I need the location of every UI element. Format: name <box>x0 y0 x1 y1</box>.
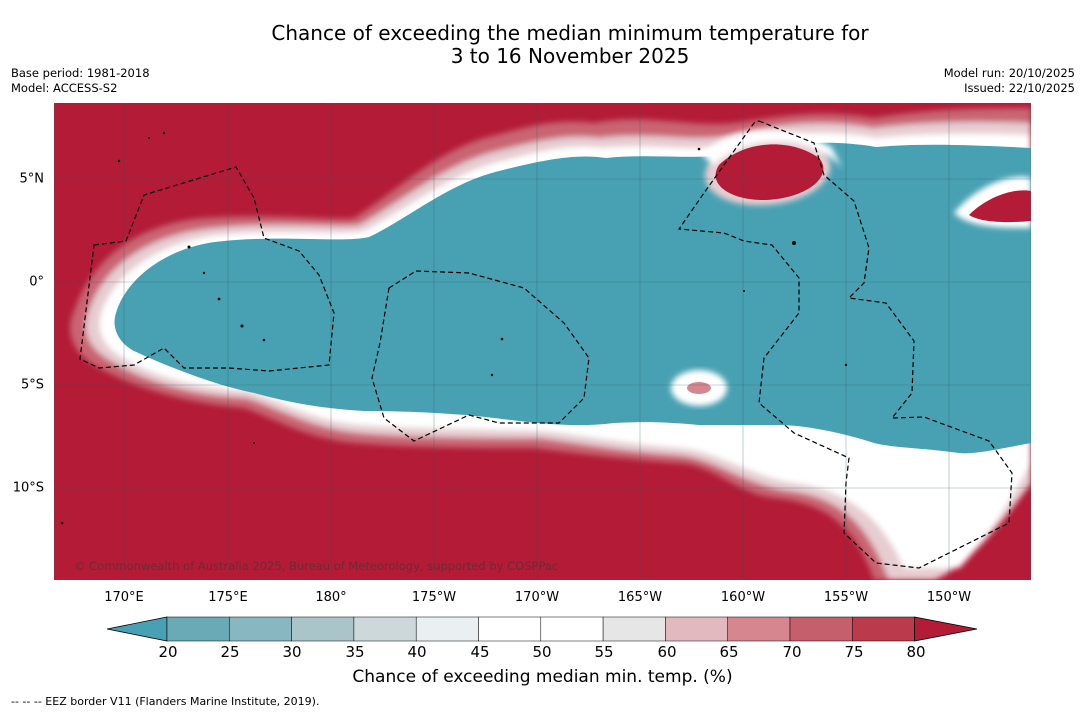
x-tick-160W: 160°W <box>720 590 766 605</box>
eez-borders <box>79 120 1013 569</box>
colorbar-bin-70-75 <box>789 616 853 642</box>
colorbar-bin-25-30 <box>229 616 292 642</box>
model-run-text: Model run: 20/10/2025 <box>943 66 1075 80</box>
colorbar-bin-45-50 <box>478 616 542 642</box>
base-period-text: Base period: 1981-2018 <box>11 66 150 80</box>
x-tick-170E: 170°E <box>104 590 144 605</box>
colorbar-low-extension <box>107 616 168 642</box>
colorbar-high-extension <box>914 616 978 642</box>
chart-title: Chance of exceeding the median minimum t… <box>0 22 1085 68</box>
colorbar-bin-60-65 <box>665 616 728 642</box>
colorbar-bin-75-80 <box>852 616 915 642</box>
cool-anomaly-region <box>114 142 1031 454</box>
warm-blob-north <box>715 144 824 201</box>
colorbar-label-55: 55 <box>594 643 614 661</box>
x-tick-150W: 150°W <box>926 590 972 605</box>
y-tick-5N: 5°N <box>19 171 45 187</box>
colorbar-label-20: 20 <box>158 643 178 661</box>
meta-right: Model run: 20/10/2025 Issued: 22/10/2025 <box>944 66 1075 96</box>
x-tick-165W: 165°W <box>617 590 663 605</box>
colorbar-bin-35-40 <box>353 616 417 642</box>
colorbar-label-65: 65 <box>719 643 739 661</box>
colorbar-label-25: 25 <box>220 643 240 661</box>
x-tick-170W: 170°W <box>514 590 560 605</box>
colorbar-label-75: 75 <box>844 643 864 661</box>
colorbar-bin-30-35 <box>291 616 355 642</box>
colorbar-bin-55-60 <box>602 616 666 642</box>
issued-text: Issued: 22/10/2025 <box>964 81 1075 95</box>
copyright-notice: © Commonwealth of Australia 2025, Bureau… <box>74 559 558 573</box>
colorbar <box>107 616 978 642</box>
warm-spot-core <box>687 382 711 394</box>
colorbar-label-40: 40 <box>407 643 427 661</box>
colorbar-label-60: 60 <box>657 643 677 661</box>
x-tick-175E: 175°E <box>208 590 248 605</box>
colorbar-title: Chance of exceeding median min. temp. (%… <box>352 667 733 687</box>
colorbar-label-35: 35 <box>345 643 365 661</box>
colorbar-bin-50-55 <box>540 616 604 642</box>
colorbar-label-30: 30 <box>282 643 302 661</box>
x-tick-180: 180° <box>315 590 347 605</box>
colorbar-label-45: 45 <box>470 643 490 661</box>
colorbar-label-70: 70 <box>782 643 802 661</box>
graticule <box>54 103 1031 580</box>
x-tick-175W: 175°W <box>411 590 457 605</box>
y-tick-10S: 10°S <box>12 480 44 496</box>
meta-left: Base period: 1981-2018 Model: ACCESS-S2 <box>11 66 150 96</box>
title-line-2: 3 to 16 November 2025 <box>450 44 690 68</box>
colorbar-label-50: 50 <box>532 643 552 661</box>
model-text: Model: ACCESS-S2 <box>11 81 118 95</box>
eez-legend-note: -- -- -- EEZ border V11 (Flanders Marine… <box>11 695 320 708</box>
probability-map: © Commonwealth of Australia 2025, Bureau… <box>54 103 1031 580</box>
y-tick-5S: 5°S <box>20 377 44 393</box>
islands <box>60 131 848 525</box>
colorbar-bin-40-45 <box>415 616 479 642</box>
y-tick-0: 0° <box>29 274 44 290</box>
title-line-1: Chance of exceeding the median minimum t… <box>271 21 869 45</box>
colorbar-label-80: 80 <box>906 643 926 661</box>
colorbar-bin-20-25 <box>166 616 230 642</box>
colorbar-bin-65-70 <box>727 616 791 642</box>
x-tick-155W: 155°W <box>823 590 869 605</box>
warm-blob-east <box>969 190 1031 223</box>
